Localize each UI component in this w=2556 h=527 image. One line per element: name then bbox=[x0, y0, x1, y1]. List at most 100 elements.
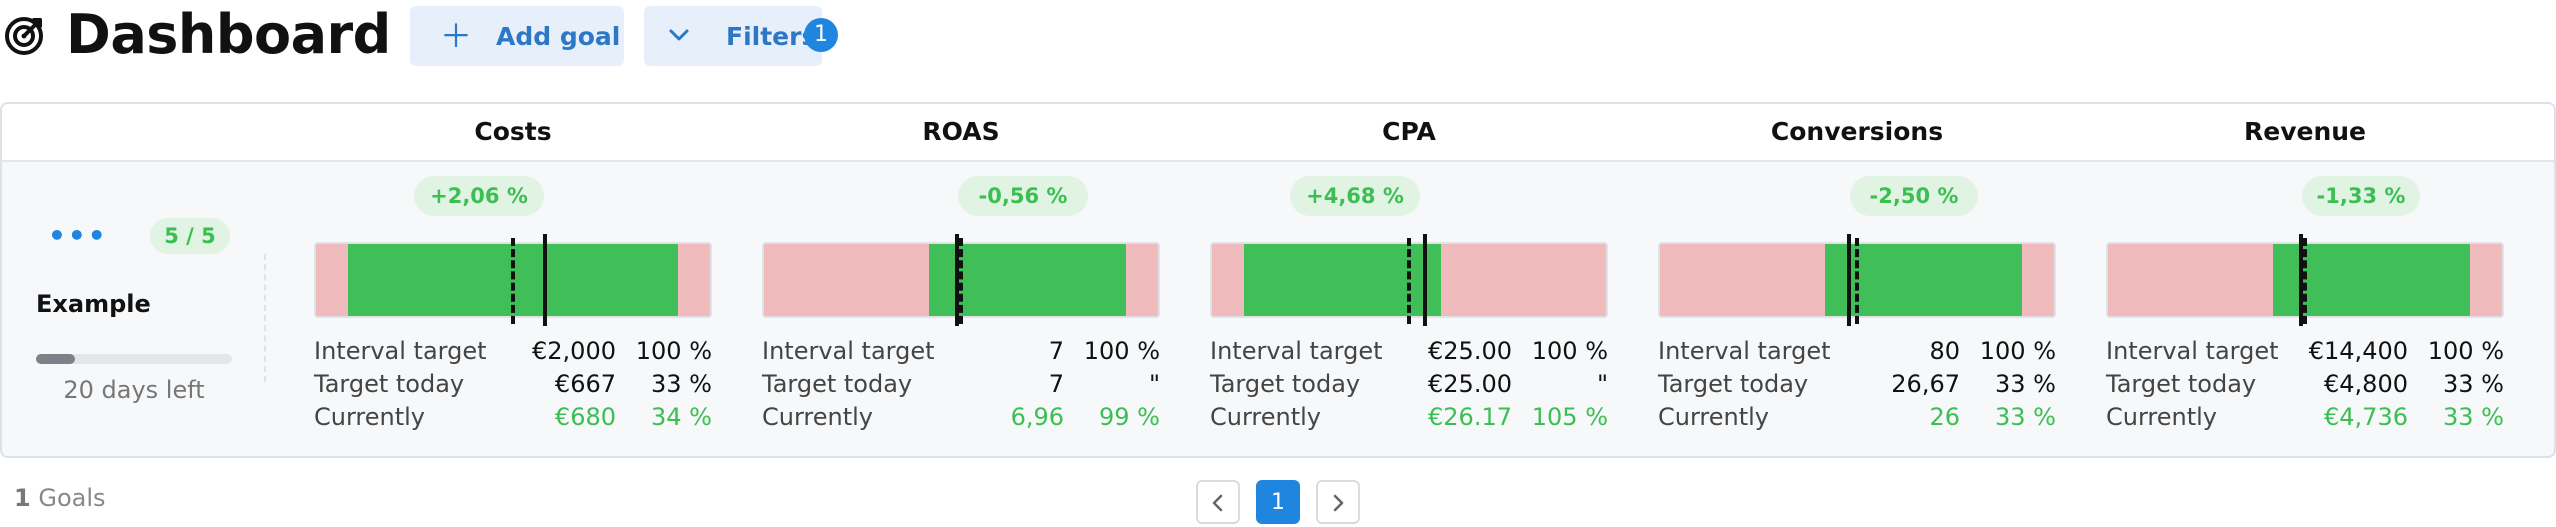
plus-icon: ＋ bbox=[440, 17, 473, 55]
goal-card: Costs ROAS CPA Conversions Revenue ••• 5… bbox=[0, 102, 2556, 458]
metric-row-pct: 33 % bbox=[1995, 403, 2056, 431]
metric-column-conversions: -2,50 % Interval target 80 100 % Target toda… bbox=[1658, 160, 2056, 456]
metric-row: Interval target 7 100 % bbox=[762, 334, 1160, 368]
metric-row: Interval target 80 100 % bbox=[1658, 334, 2056, 368]
target-today-marker bbox=[2303, 238, 2307, 324]
metric-row-value: 6,96 bbox=[1010, 403, 1064, 431]
next-page-button[interactable] bbox=[1316, 480, 1360, 524]
metric-row-value: €26.17 bbox=[1428, 403, 1512, 431]
days-left-label: 20 days left bbox=[63, 376, 205, 404]
page-header: Dashboard ＋ Add goal Filters 1 bbox=[0, 0, 2556, 70]
metric-row-value: 26 bbox=[1929, 403, 1960, 431]
more-options-icon[interactable]: ••• bbox=[48, 219, 108, 252]
metric-header-row: Costs ROAS CPA Conversions Revenue bbox=[2, 104, 2554, 162]
metric-row-label: Currently bbox=[762, 403, 874, 431]
metric-row-value: €25.00 bbox=[1428, 337, 1512, 365]
change-chip: +4,68 % bbox=[1290, 176, 1420, 216]
add-goal-label: Add goal bbox=[496, 21, 621, 51]
metric-row-value: €680 bbox=[554, 403, 616, 431]
column-title-roas: ROAS bbox=[922, 117, 1000, 146]
current-value-marker bbox=[1847, 234, 1852, 326]
metric-row-value: €14,400 bbox=[2308, 337, 2408, 365]
target-range-bar bbox=[2106, 234, 2504, 326]
target-today-marker bbox=[1855, 238, 1859, 324]
metric-row-label: Currently bbox=[2106, 403, 2218, 431]
previous-page-button[interactable] bbox=[1196, 480, 1240, 524]
goal-name[interactable]: Example bbox=[36, 290, 151, 318]
metric-column-roas: -0,56 % Interval target 7 100 % Target today… bbox=[762, 160, 1160, 456]
metric-row: Currently €4,736 33 % bbox=[2106, 400, 2504, 434]
chevron-down-icon bbox=[668, 25, 690, 47]
metric-column-costs: +2,06 % Interval target €2,000 100 % Target … bbox=[314, 160, 712, 456]
metric-row: Target today €667 33 % bbox=[314, 367, 712, 401]
target-range-bar bbox=[314, 234, 712, 326]
column-title-costs: Costs bbox=[474, 117, 552, 146]
metric-row-label: Interval target bbox=[2106, 337, 2279, 365]
interval-progress-bar bbox=[36, 354, 232, 364]
target-range-bar bbox=[762, 234, 1160, 326]
metric-row-label: Target today bbox=[314, 370, 465, 398]
metric-row-label: Interval target bbox=[1658, 337, 1831, 365]
metric-row-pct: 99 % bbox=[1099, 403, 1160, 431]
metric-row: Interval target €2,000 100 % bbox=[314, 334, 712, 368]
metric-row-value: €4,800 bbox=[2324, 370, 2408, 398]
metric-row-pct: " bbox=[1596, 370, 1608, 398]
metric-row-label: Currently bbox=[1210, 403, 1322, 431]
column-title-cpa: CPA bbox=[1382, 117, 1436, 146]
metric-row-label: Target today bbox=[2106, 370, 2257, 398]
metric-row-pct: 34 % bbox=[651, 403, 712, 431]
metric-row-pct: 100 % bbox=[1083, 337, 1160, 365]
metric-row: Target today 7 " bbox=[762, 367, 1160, 401]
goals-count-label: Goals bbox=[38, 484, 106, 512]
target-icon bbox=[5, 17, 43, 55]
metric-row: Target today €25.00 " bbox=[1210, 367, 1608, 401]
metric-row: Currently €26.17 105 % bbox=[1210, 400, 1608, 434]
metric-row: Currently 6,96 99 % bbox=[762, 400, 1160, 434]
filters-count-badge: 1 bbox=[804, 18, 838, 52]
target-range-bar bbox=[1658, 234, 2056, 326]
column-divider bbox=[264, 254, 266, 382]
metric-row-label: Currently bbox=[1658, 403, 1770, 431]
page-title: Dashboard bbox=[66, 3, 391, 66]
metric-row-label: Target today bbox=[1210, 370, 1361, 398]
change-chip: -0,56 % bbox=[958, 176, 1088, 216]
metric-row-pct: 100 % bbox=[2427, 337, 2504, 365]
change-chip: +2,06 % bbox=[414, 176, 544, 216]
metric-row-pct: 100 % bbox=[1531, 337, 1608, 365]
metric-row-value: €4,736 bbox=[2324, 403, 2408, 431]
interval-progress-fill bbox=[36, 354, 76, 364]
column-title-conversions: Conversions bbox=[1770, 117, 1944, 146]
metric-row-label: Target today bbox=[762, 370, 913, 398]
metric-row-label: Interval target bbox=[1210, 337, 1383, 365]
metric-row-label: Interval target bbox=[762, 337, 935, 365]
metric-row-value: €2,000 bbox=[532, 337, 616, 365]
target-today-marker bbox=[511, 238, 515, 324]
metric-row: Target today €4,800 33 % bbox=[2106, 367, 2504, 401]
current-value-marker bbox=[1422, 234, 1427, 326]
metric-row-label: Interval target bbox=[314, 337, 487, 365]
target-range-bar bbox=[1210, 234, 1608, 326]
chevron-right-icon bbox=[1333, 494, 1344, 512]
metric-row-value: €25.00 bbox=[1428, 370, 1512, 398]
add-goal-button[interactable]: ＋ Add goal bbox=[410, 6, 624, 66]
metric-row-label: Target today bbox=[1658, 370, 1809, 398]
metric-row-pct: 33 % bbox=[1995, 370, 2056, 398]
metric-row-pct: 105 % bbox=[1531, 403, 1608, 431]
metric-row-pct: 100 % bbox=[1979, 337, 2056, 365]
metric-row: Interval target €25.00 100 % bbox=[1210, 334, 1608, 368]
metric-row-pct: 33 % bbox=[2443, 403, 2504, 431]
metric-row-pct: " bbox=[1148, 370, 1160, 398]
metric-row: Currently €680 34 % bbox=[314, 400, 712, 434]
target-today-marker bbox=[1407, 238, 1411, 324]
metric-row-pct: 33 % bbox=[2443, 370, 2504, 398]
metric-row: Interval target €14,400 100 % bbox=[2106, 334, 2504, 368]
target-today-marker bbox=[959, 238, 963, 324]
column-title-revenue: Revenue bbox=[2243, 117, 2366, 146]
metric-column-cpa: +4,68 % Interval target €25.00 100 % Target … bbox=[1210, 160, 1608, 456]
metric-row-value: 80 bbox=[1929, 337, 1960, 365]
page-button-current[interactable]: 1 bbox=[1256, 480, 1300, 524]
metric-row: Currently 26 33 % bbox=[1658, 400, 2056, 434]
metric-row-pct: 33 % bbox=[651, 370, 712, 398]
metric-row: Target today 26,67 33 % bbox=[1658, 367, 2056, 401]
filters-button[interactable]: Filters bbox=[644, 6, 822, 66]
